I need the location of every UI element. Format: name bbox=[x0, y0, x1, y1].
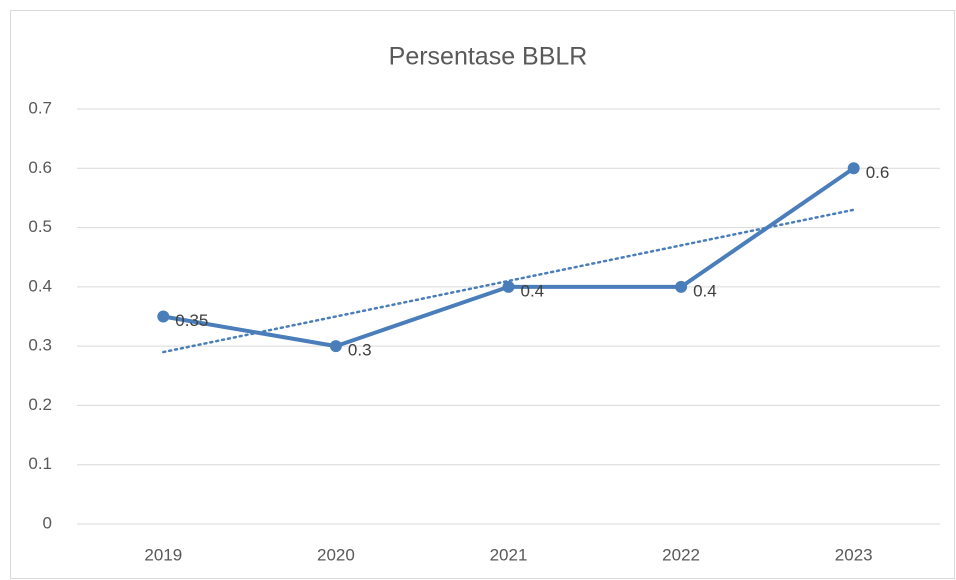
x-tick-label: 2020 bbox=[317, 545, 355, 564]
marker bbox=[675, 280, 688, 293]
y-tick-label: 0.3 bbox=[28, 336, 52, 355]
marker bbox=[329, 340, 342, 353]
y-tick-label: 0.1 bbox=[28, 454, 52, 473]
chart-title: Persentase BBLR bbox=[389, 43, 588, 71]
data-label: 0.3 bbox=[348, 341, 372, 360]
x-tick-label: 2021 bbox=[490, 545, 528, 564]
marker bbox=[847, 162, 860, 175]
y-tick-label: 0.4 bbox=[28, 276, 52, 295]
y-tick-label: 0.2 bbox=[28, 395, 52, 414]
marker bbox=[157, 310, 170, 323]
data-label: 0.4 bbox=[521, 281, 545, 300]
y-tick-label: 0.6 bbox=[28, 158, 52, 177]
trendline bbox=[162, 208, 855, 354]
data-label: 0.4 bbox=[693, 281, 717, 300]
y-tick-label: 0.5 bbox=[28, 217, 52, 236]
y-tick-label: 0.7 bbox=[28, 98, 52, 117]
data-label: 0.35 bbox=[175, 311, 208, 330]
x-tick-label: 2019 bbox=[144, 545, 182, 564]
x-tick-label: 2023 bbox=[835, 545, 873, 564]
data-label: 0.6 bbox=[866, 163, 890, 182]
marker bbox=[502, 280, 515, 293]
y-tick-label: 0 bbox=[43, 513, 52, 532]
x-tick-label: 2022 bbox=[662, 545, 700, 564]
